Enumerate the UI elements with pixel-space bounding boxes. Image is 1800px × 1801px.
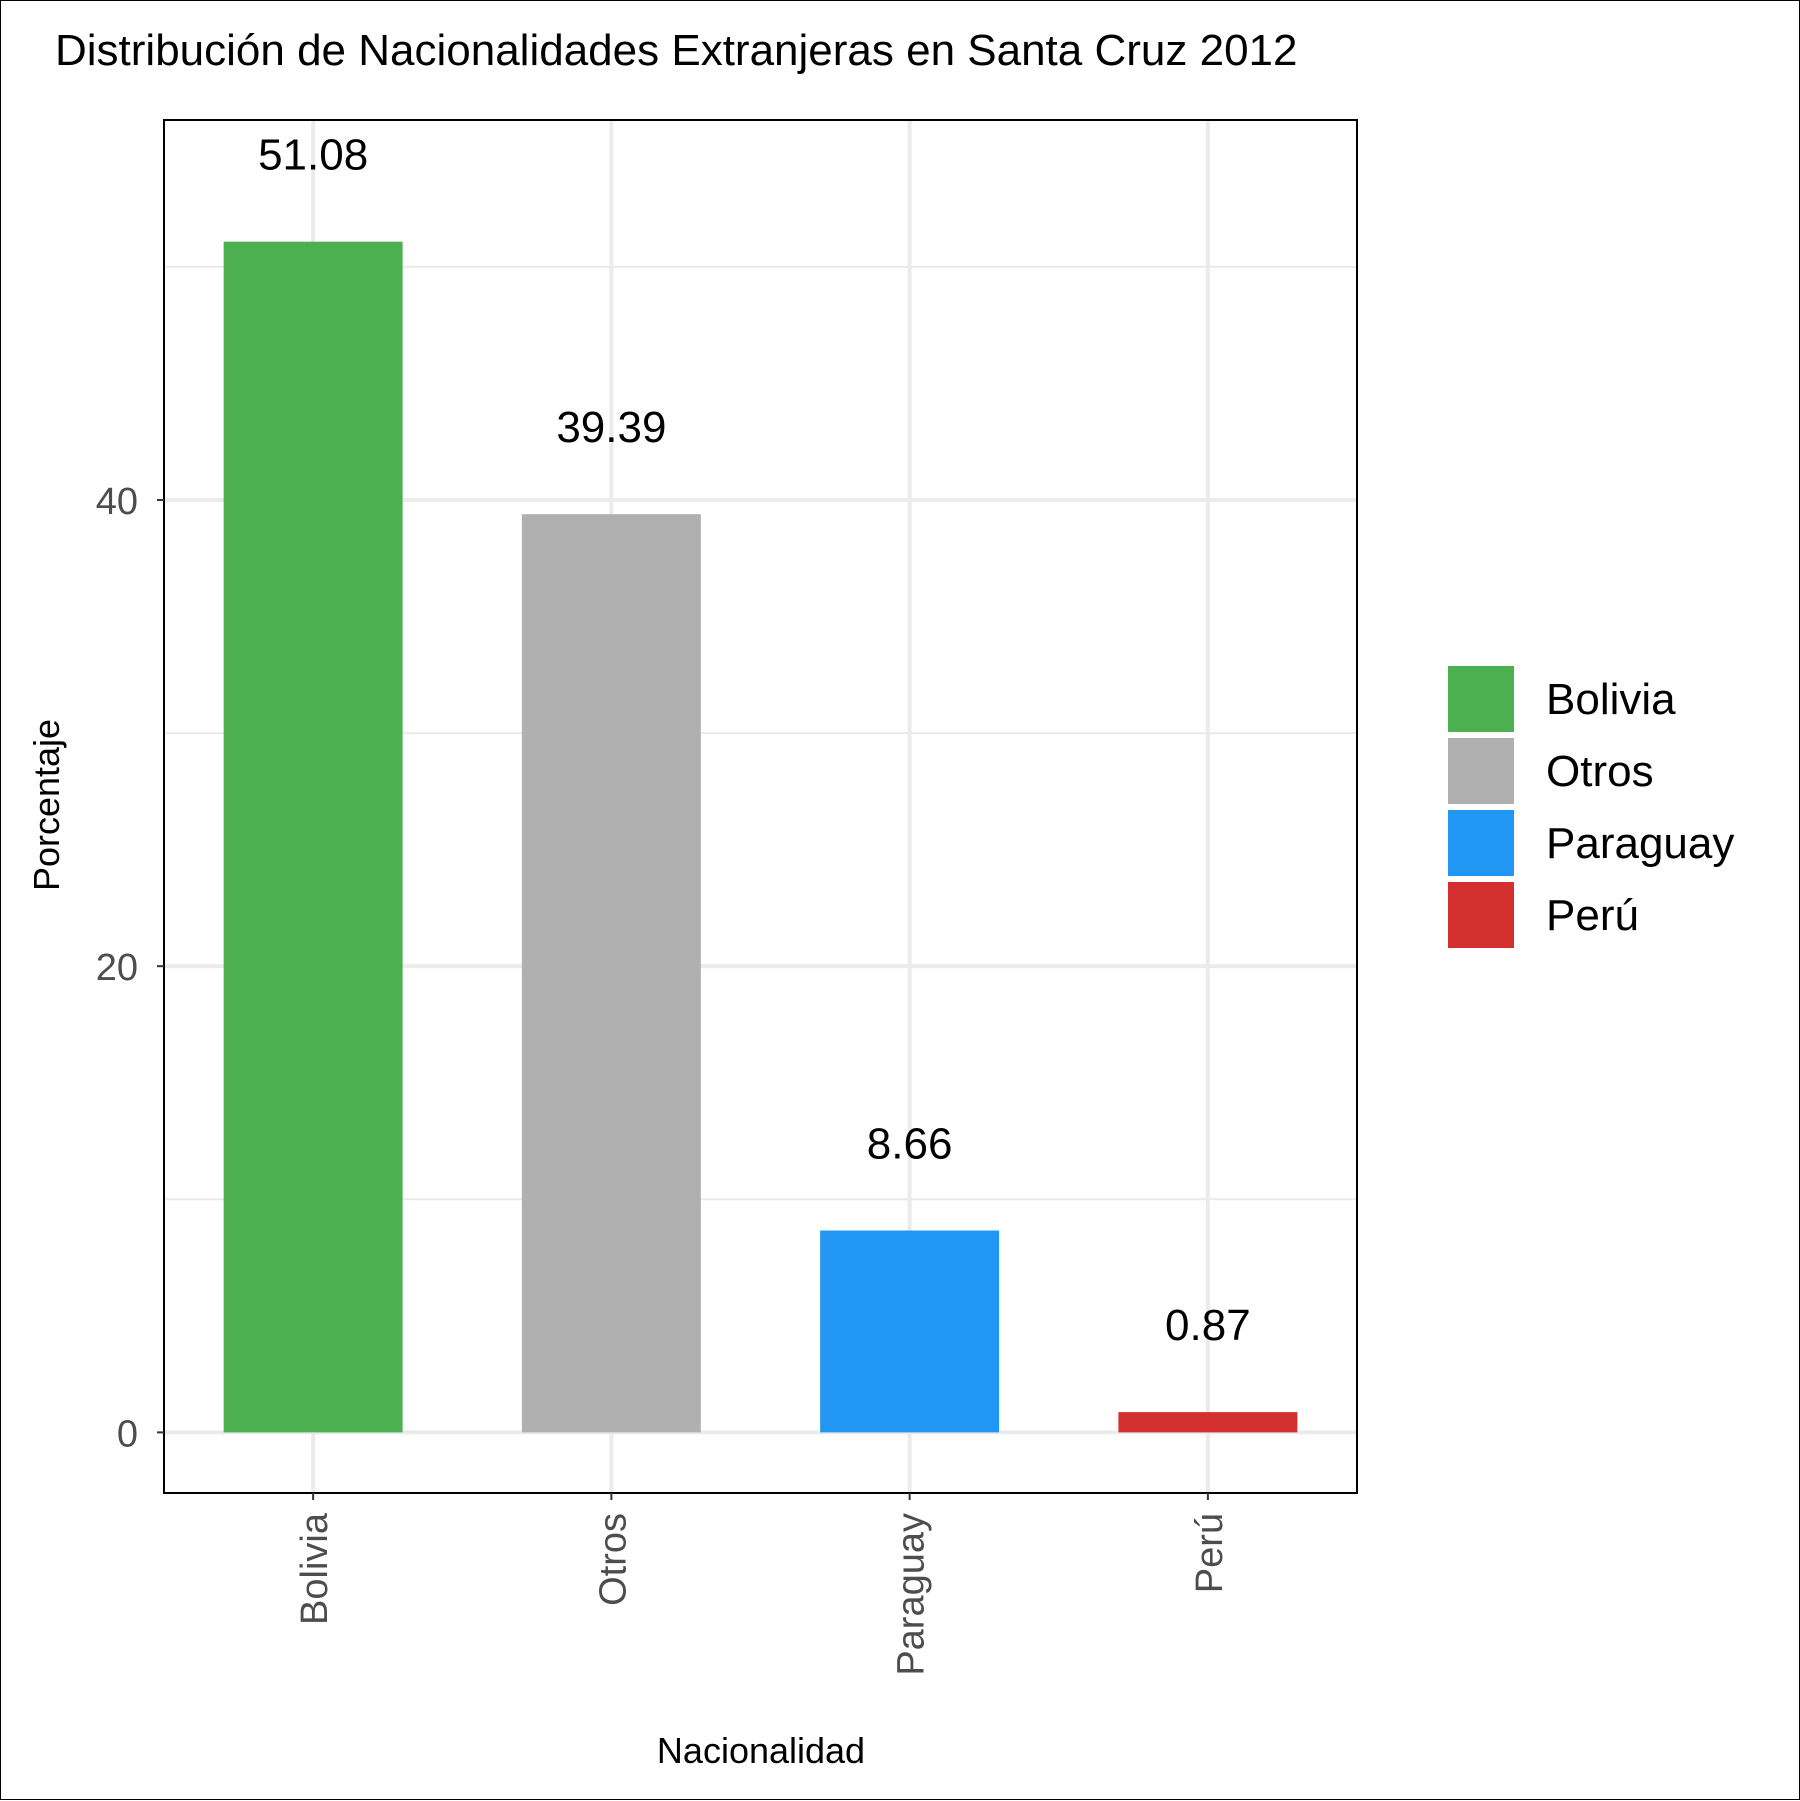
- y-tick-label: 40: [96, 481, 138, 523]
- x-tick-label: Perú: [1189, 1513, 1231, 1593]
- y-tick-label: 20: [96, 947, 138, 989]
- legend-label: Bolivia: [1546, 675, 1676, 724]
- legend: Bolivia Otros Paraguay Perú: [1448, 666, 1734, 948]
- x-tick-label: Bolivia: [294, 1512, 336, 1625]
- plot-area: 51.08 39.39 8.66 0.87 0 20 40 Bolivia Otros Parag…: [96, 119, 1358, 1676]
- data-label: 39.39: [556, 403, 666, 452]
- x-tick-label: Paraguay: [891, 1513, 933, 1676]
- data-label: 0.87: [1165, 1301, 1251, 1350]
- chart-title: Distribución de Nacionalidades Extranjer…: [55, 26, 1297, 75]
- legend-label: Otros: [1546, 747, 1654, 796]
- data-label: 8.66: [867, 1120, 953, 1169]
- data-label: 51.08: [258, 131, 368, 180]
- bar-bolivia: [223, 241, 403, 1433]
- y-tick-label: 0: [117, 1413, 138, 1455]
- y-axis-title: Porcentaje: [26, 719, 67, 891]
- x-axis-title: Nacionalidad: [657, 1730, 865, 1771]
- bar-otros: [521, 514, 701, 1433]
- bar-perú: [1118, 1412, 1298, 1433]
- legend-key: [1448, 666, 1514, 732]
- legend-key: [1448, 810, 1514, 876]
- bar-paraguay: [820, 1230, 1000, 1433]
- legend-key: [1448, 738, 1514, 804]
- legend-label: Perú: [1546, 891, 1639, 940]
- legend-label: Paraguay: [1546, 819, 1734, 868]
- x-tick-label: Otros: [592, 1513, 634, 1606]
- legend-key: [1448, 882, 1514, 948]
- panel-border: [163, 119, 1358, 1494]
